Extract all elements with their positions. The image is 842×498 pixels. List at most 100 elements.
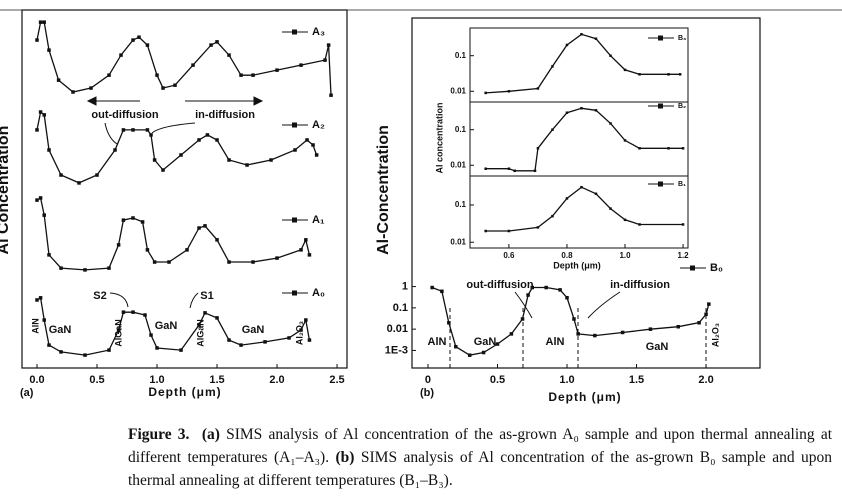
y-tick-label: 0.1 <box>455 200 467 209</box>
point <box>580 107 583 110</box>
point <box>536 147 540 150</box>
annotation: Al₂O₃ <box>710 323 720 347</box>
annotation: AlN <box>30 318 40 334</box>
annotation: GaN <box>646 341 669 353</box>
point <box>215 40 219 44</box>
point <box>307 253 312 257</box>
point <box>275 256 279 260</box>
point <box>107 266 111 270</box>
point <box>83 353 87 357</box>
x-tick-label: 1.0 <box>619 251 631 260</box>
annotation: AlN <box>546 336 565 348</box>
line <box>36 196 311 271</box>
point <box>667 73 670 76</box>
point <box>35 38 39 42</box>
point <box>638 223 641 226</box>
point <box>593 333 597 338</box>
y-axis-label: Al Concentration <box>0 126 12 255</box>
legend-marker <box>292 290 297 296</box>
line <box>36 296 311 356</box>
point <box>137 35 141 39</box>
y-axis-label: Al concentration <box>434 102 444 173</box>
point <box>185 248 189 252</box>
point <box>594 37 598 40</box>
point <box>536 226 540 229</box>
point <box>131 216 135 220</box>
point <box>594 192 598 196</box>
line <box>485 33 681 94</box>
annotation: GaN <box>474 336 497 348</box>
line <box>485 107 684 172</box>
point <box>707 302 711 306</box>
y-tick-label: 0.01 <box>387 323 408 335</box>
point <box>551 214 554 218</box>
point <box>576 332 580 336</box>
point <box>251 73 255 77</box>
point <box>71 90 75 94</box>
point <box>239 73 243 77</box>
x-tick-label: 0 <box>425 374 431 386</box>
point <box>209 43 213 47</box>
point <box>107 348 111 352</box>
caption-text: SIMS analysis of Al concentration of the… <box>128 426 833 466</box>
point <box>329 93 333 97</box>
point <box>42 318 46 322</box>
point <box>227 338 231 342</box>
point <box>580 185 583 189</box>
point <box>149 133 153 137</box>
point <box>509 332 514 336</box>
figure: (a) (b) Depth (μm) Depth (μm) Depth (μm)… <box>0 9 842 404</box>
y-tick-label: 1E-3 <box>385 344 408 356</box>
point <box>227 158 231 162</box>
legend-marker <box>690 265 695 271</box>
point <box>572 317 576 321</box>
annotation: GaN <box>49 324 72 336</box>
point <box>42 213 46 217</box>
point <box>293 148 297 152</box>
point <box>648 327 653 331</box>
x-axis-label: Depth (μm) <box>148 385 221 399</box>
legend-marker <box>292 217 297 223</box>
point <box>558 288 562 292</box>
x-tick-label: 1.0 <box>559 374 574 386</box>
annotation: S1 <box>200 290 213 302</box>
point <box>152 260 157 264</box>
point <box>299 328 303 332</box>
point <box>119 53 123 57</box>
point <box>467 353 472 357</box>
x-tick-label: 0.6 <box>503 251 515 260</box>
annotation: out-diffusion <box>91 109 158 121</box>
point <box>623 68 627 72</box>
point <box>481 350 486 355</box>
point <box>526 293 530 297</box>
legend-label: B₂ <box>678 103 686 110</box>
point <box>623 218 627 222</box>
x-tick-label: 2.0 <box>698 374 713 386</box>
point <box>42 113 46 117</box>
point <box>121 128 126 132</box>
point <box>47 343 51 347</box>
point <box>536 87 540 90</box>
y-tick-label: 0.01 <box>450 160 466 169</box>
point <box>145 43 150 47</box>
legend-label: A₁ <box>312 214 325 226</box>
point <box>116 243 121 247</box>
point <box>638 73 641 76</box>
point <box>551 65 554 68</box>
point <box>107 73 111 77</box>
point <box>326 43 331 47</box>
point <box>42 20 46 24</box>
caption-text: SIMS analysis of Al concentration of the… <box>128 449 833 489</box>
point <box>116 328 121 332</box>
point <box>507 90 511 93</box>
point <box>454 344 458 349</box>
point <box>430 285 434 290</box>
caption-part-label: (b) <box>335 449 355 466</box>
point <box>533 169 537 173</box>
point <box>131 38 135 42</box>
point <box>609 54 612 57</box>
point <box>197 138 201 142</box>
annotation: GaN <box>155 320 178 332</box>
point <box>121 310 126 314</box>
